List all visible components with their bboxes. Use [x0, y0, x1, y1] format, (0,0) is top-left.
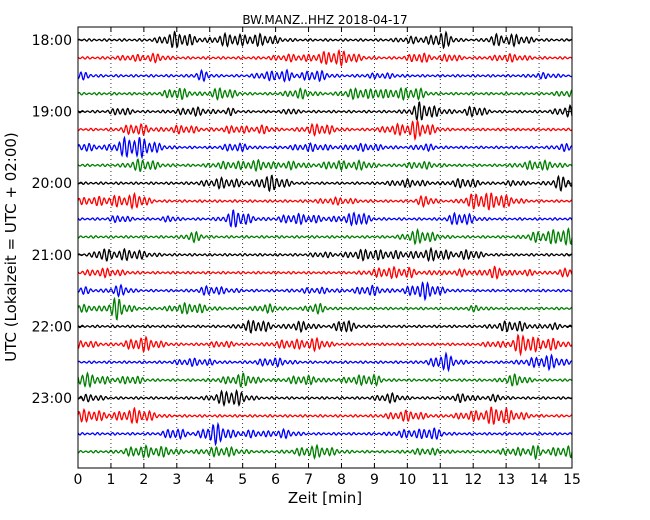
y-tick-label: 23:00	[32, 391, 72, 407]
y-tick-label: 20:00	[32, 176, 72, 192]
seismic-trace	[77, 351, 573, 373]
y-axis: 18:00 19:00 20:00 21:00 22:00 23:00	[32, 33, 572, 407]
seismic-trace	[77, 86, 573, 101]
x-tick-label: 15	[563, 472, 581, 488]
seismic-trace	[77, 281, 573, 302]
seismic-traces	[77, 30, 573, 461]
y-axis-label: UTC (Lokalzeit = UTC + 02:00)	[2, 132, 20, 362]
x-tick-label: 7	[304, 472, 313, 488]
chart-title: BW.MANZ..HHZ 2018-04-17	[242, 13, 407, 27]
seismic-trace	[77, 30, 573, 50]
x-tick-label: 2	[139, 472, 148, 488]
seismic-trace	[77, 246, 573, 263]
seismic-trace	[77, 371, 573, 389]
seismic-trace	[77, 227, 573, 247]
seismic-trace	[77, 68, 573, 83]
x-tick-label: 9	[370, 472, 379, 488]
x-axis: 0 1 2 3 4 5 6 7 8 9 10 11 12 13 14 15	[74, 27, 581, 488]
x-tick-label: 4	[205, 472, 214, 488]
seismic-trace	[77, 333, 573, 357]
x-tick-label: 12	[464, 472, 482, 488]
x-tick-label: 8	[337, 472, 346, 488]
seismic-trace	[77, 174, 573, 193]
seismic-trace	[77, 389, 573, 408]
x-tick-label: 14	[530, 472, 548, 488]
x-axis-label: Zeit [min]	[288, 489, 362, 507]
x-tick-label: 6	[271, 472, 280, 488]
seismic-trace	[77, 421, 573, 447]
x-tick-label: 10	[398, 472, 416, 488]
x-tick-label: 3	[172, 472, 181, 488]
seismic-trace	[77, 209, 573, 228]
seismic-trace	[77, 443, 573, 461]
x-tick-label: 13	[497, 472, 515, 488]
y-tick-label: 19:00	[32, 105, 72, 121]
y-tick-label: 22:00	[32, 319, 72, 335]
seismic-trace	[77, 101, 573, 122]
seismic-trace	[77, 265, 573, 280]
seismic-trace	[77, 135, 573, 160]
plot-frame	[77, 26, 573, 469]
x-tick-label: 11	[431, 472, 449, 488]
seismic-trace	[77, 158, 573, 173]
x-tick-label: 1	[106, 472, 115, 488]
seismic-trace	[77, 319, 573, 334]
seismic-trace	[77, 118, 573, 142]
y-tick-label: 18:00	[32, 33, 72, 49]
seismic-trace	[77, 191, 573, 211]
seismic-trace	[77, 406, 572, 425]
x-tick-label: 5	[238, 472, 247, 488]
seismic-trace	[77, 48, 573, 68]
y-tick-label: 21:00	[32, 248, 72, 264]
grid-lines	[110, 27, 540, 468]
seismic-trace	[77, 296, 573, 321]
x-tick-label: 0	[74, 472, 83, 488]
